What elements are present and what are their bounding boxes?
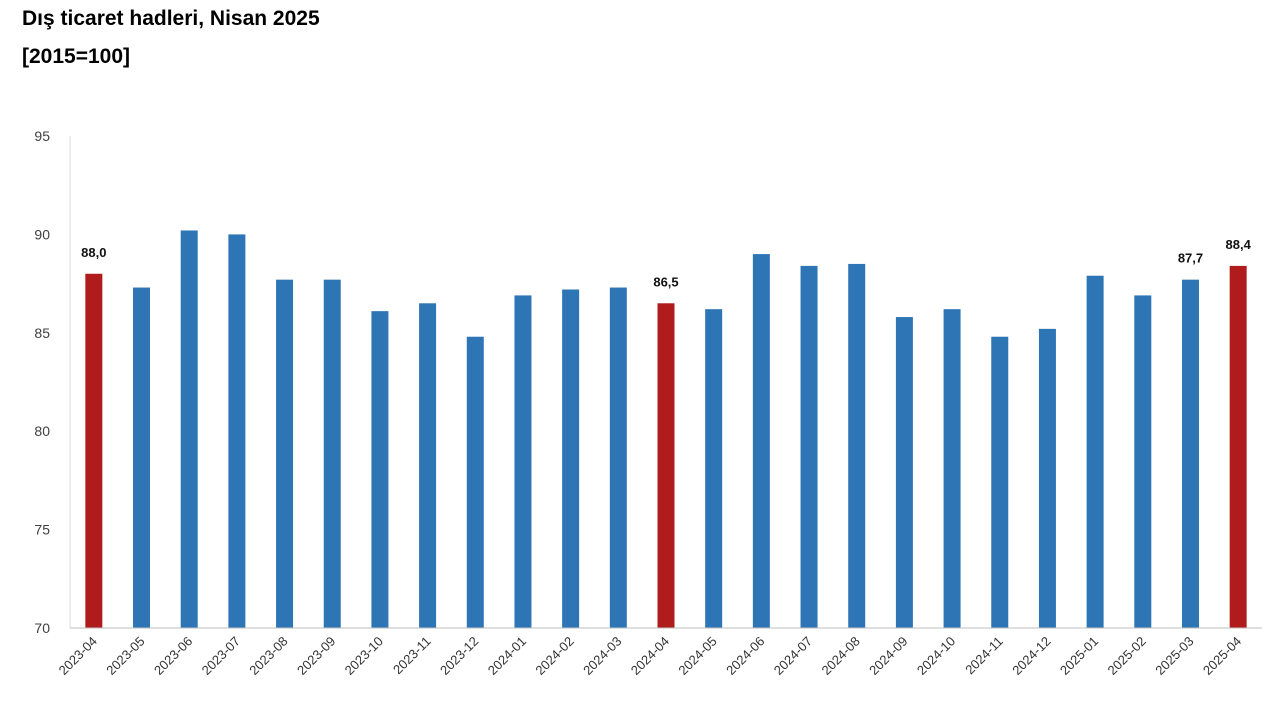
bar-2024-11 [991,336,1009,628]
data-labels: 88,0 86,5 87,7 88,4 [81,237,1251,289]
data-label-2025-03: 87,7 [1178,251,1203,266]
x-tick-label: 2025-04 [1200,634,1244,678]
bar-2025-01 [1086,275,1104,628]
y-tick-label: 70 [34,620,50,636]
bar-2024-02 [562,289,580,628]
bar-2023-07 [228,234,246,628]
bar-2023-06 [180,230,198,629]
bar-2023-08 [276,279,294,628]
x-tick-label: 2023-09 [294,634,338,678]
x-tick-label: 2024-06 [723,634,767,678]
bar-2024-08 [848,263,866,628]
bar-2024-04 [657,303,675,628]
bar-2023-10 [371,311,389,628]
x-tick-label: 2023-08 [246,634,290,678]
bar-2023-11 [419,303,437,628]
x-tick-label: 2024-11 [962,634,1006,678]
bar-2023-12 [466,336,484,628]
x-tick-label: 2024-01 [485,634,529,678]
x-tick-label: 2024-12 [1009,634,1053,678]
bar-2023-09 [323,279,341,628]
bar-2024-05 [705,309,723,628]
x-tick-label: 2023-06 [151,634,195,678]
y-tick-label: 95 [34,128,50,144]
x-tick-label: 2023-12 [437,634,481,678]
bar-2025-02 [1134,295,1152,628]
bar-2024-12 [1038,328,1056,628]
x-tick-label: 2024-08 [818,634,862,678]
y-axis: 70 75 80 85 90 95 [34,128,71,636]
x-tick-label: 2024-10 [914,634,958,678]
x-tick-label: 2024-04 [628,634,672,678]
x-tick-label: 2024-07 [771,634,815,678]
x-tick-label: 2023-11 [390,634,434,678]
x-tick-label: 2024-02 [532,634,576,678]
chart-title: Dış ticaret hadleri, Nisan 2025 [22,7,320,30]
y-tick-label: 85 [34,325,50,341]
x-tick-label: 2023-10 [342,634,386,678]
y-tick-label: 75 [34,522,50,538]
bar-2023-04 [85,273,103,628]
x-axis: 2023-04 2023-05 2023-06 2023-07 2023-08 2023-… [56,627,1262,678]
chart-subtitle: [2015=100] [22,45,131,68]
data-label-2024-04: 86,5 [653,274,678,289]
bars [85,230,1247,629]
bar-2024-06 [752,254,770,628]
data-label-2023-04: 88,0 [81,245,106,260]
x-tick-label: 2024-03 [580,634,624,678]
bar-2024-01 [514,295,532,628]
bar-2024-09 [895,317,913,628]
x-tick-label: 2023-07 [199,634,243,678]
y-tick-label: 80 [34,423,50,439]
x-tick-label: 2024-09 [866,634,910,678]
bar-2024-10 [943,309,961,628]
bar-2025-04 [1229,265,1247,628]
bar-2023-05 [133,287,151,628]
data-label-2025-04: 88,4 [1226,237,1252,252]
x-tick-label: 2024-05 [675,634,719,678]
bar-2024-07 [800,265,818,628]
x-tick-label: 2025-01 [1057,634,1101,678]
x-tick-label: 2023-05 [103,634,147,678]
bar-2024-03 [609,287,627,628]
x-tick-label: 2025-03 [1152,634,1196,678]
bar-2025-03 [1181,279,1199,628]
x-tick-label: 2023-04 [56,634,100,678]
x-tick-label: 2025-02 [1105,634,1149,678]
y-tick-label: 90 [34,226,50,242]
